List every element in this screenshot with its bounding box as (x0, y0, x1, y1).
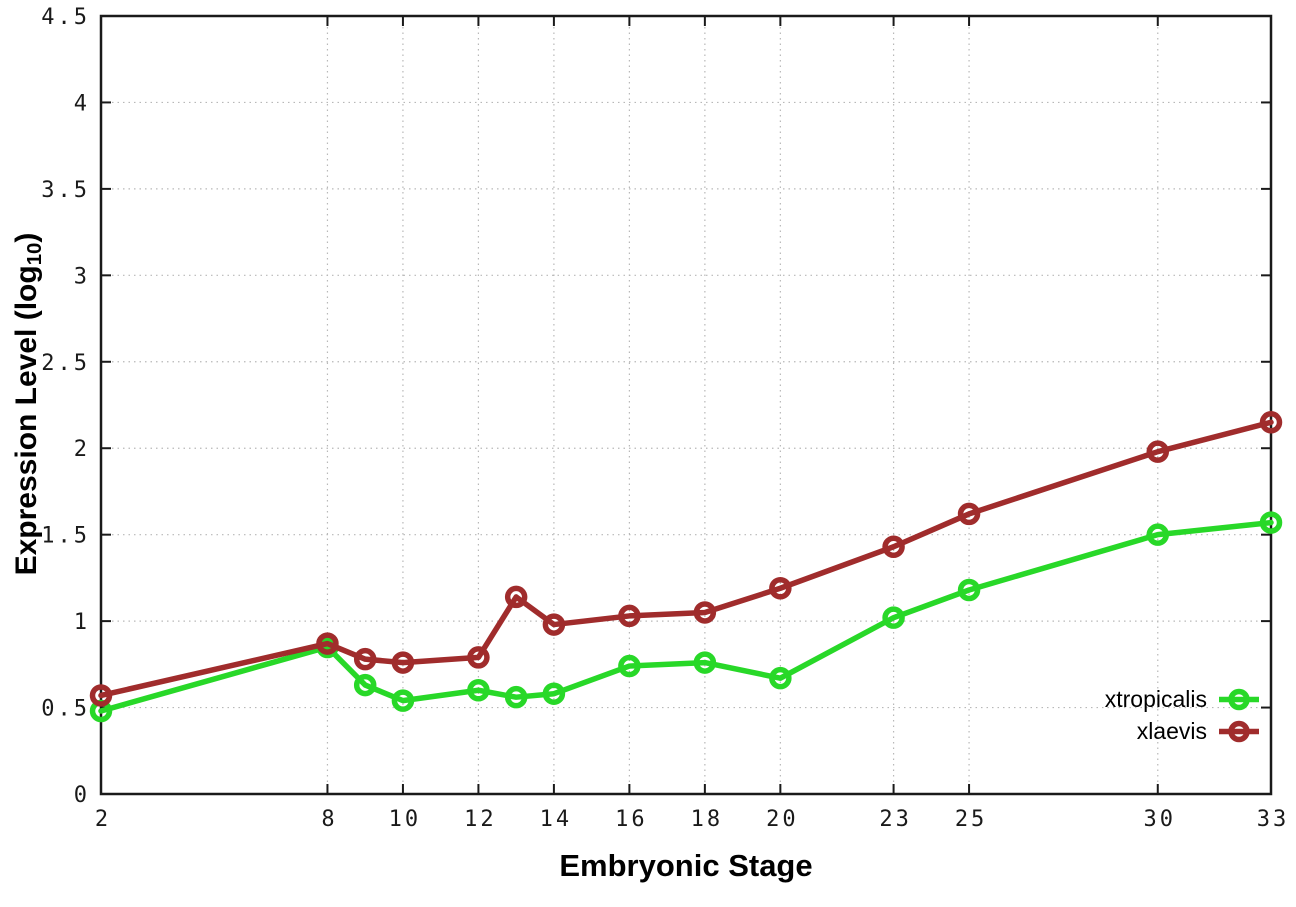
legend-item-xtropicalis: xtropicalis (1105, 685, 1262, 714)
y-axis-label: Expression Level (log10) (10, 232, 47, 576)
series-line-xtropicalis (98, 519, 1274, 714)
x-tick-label-23: 23 (879, 807, 912, 832)
y-tick-label-4.5: 4.5 (41, 5, 90, 30)
legend-label-xlaevis: xlaevis (1136, 718, 1207, 744)
data-point-xlaevis-stage-30 (1146, 440, 1170, 463)
y-tick-label-2.5: 2.5 (41, 351, 90, 376)
data-point-xlaevis-stage-12 (467, 646, 490, 669)
data-point-xlaevis-stage-14 (542, 613, 566, 636)
x-tick-label-30: 30 (1144, 807, 1177, 832)
x-tick-label-2: 2 (95, 807, 111, 832)
y-tick-label-2: 2 (74, 437, 90, 462)
y-tick-label-3: 3 (74, 264, 90, 289)
legend: xtropicalis xlaevis (1105, 685, 1262, 746)
y-axis-label-subscript: 10 (24, 242, 47, 266)
x-tick-label-14: 14 (540, 807, 573, 832)
data-point-xlaevis-stage-18 (693, 601, 717, 624)
data-point-xtropicalis-stage-33 (1259, 511, 1283, 534)
y-axis-label-text: Expression Level (log (10, 265, 43, 576)
x-tick-label-8: 8 (321, 807, 337, 832)
y-axis-label-suffix: ) (10, 232, 43, 243)
data-point-xlaevis-stage-20 (769, 577, 792, 600)
y-tick-label-0.5: 0.5 (41, 697, 90, 722)
legend-item-xlaevis: xlaevis (1137, 717, 1262, 746)
data-point-xtropicalis-stage-30 (1146, 523, 1170, 546)
data-point-xlaevis-stage-9 (353, 647, 377, 671)
x-tick-label-25: 25 (955, 807, 988, 832)
data-point-xlaevis-stage-33 (1259, 411, 1283, 434)
x-tick-label-16: 16 (615, 807, 648, 832)
data-point-xtropicalis-stage-10 (391, 689, 415, 712)
data-point-xlaevis-stage-16 (618, 604, 641, 628)
data-point-xtropicalis-stage-9 (353, 673, 377, 697)
data-point-xtropicalis-stage-23 (882, 606, 905, 629)
data-point-xtropicalis-stage-13 (504, 685, 528, 709)
x-tick-label-10: 10 (389, 807, 422, 832)
data-point-xtropicalis-stage-25 (957, 578, 981, 602)
y-tick-label-1: 1 (74, 610, 90, 635)
y-tick-label-1.5: 1.5 (41, 524, 90, 549)
x-tick-label-18: 18 (691, 807, 724, 832)
data-point-xtropicalis-stage-20 (769, 666, 792, 690)
data-point-xtropicalis-stage-14 (542, 682, 566, 705)
data-point-xlaevis-stage-23 (882, 535, 905, 559)
x-tick-label-12: 12 (464, 807, 497, 832)
y-tick-label-4: 4 (74, 91, 90, 116)
legend-marker-xlaevis (1219, 720, 1259, 743)
plot-border (99, 14, 1273, 796)
data-point-xlaevis-stage-2 (89, 684, 113, 707)
x-tick-label-20: 20 (766, 807, 799, 832)
data-point-xlaevis-stage-8 (316, 632, 339, 655)
data-point-xlaevis-stage-25 (957, 502, 981, 526)
data-point-xlaevis-stage-10 (391, 651, 415, 674)
legend-label-xtropicalis: xtropicalis (1104, 686, 1207, 712)
legend-marker-xtropicalis (1219, 688, 1259, 711)
data-point-xtropicalis-stage-18 (693, 651, 717, 674)
y-tick-label-3.5: 3.5 (41, 178, 90, 203)
data-point-xlaevis-stage-13 (504, 585, 528, 609)
series-line-xlaevis (98, 419, 1274, 699)
x-tick-label-33: 33 (1257, 807, 1290, 832)
data-point-xtropicalis-stage-12 (467, 679, 490, 702)
x-axis-label: Embryonic Stage (559, 848, 813, 883)
y-tick-label-0: 0 (74, 783, 90, 808)
data-point-xtropicalis-stage-16 (618, 654, 641, 678)
